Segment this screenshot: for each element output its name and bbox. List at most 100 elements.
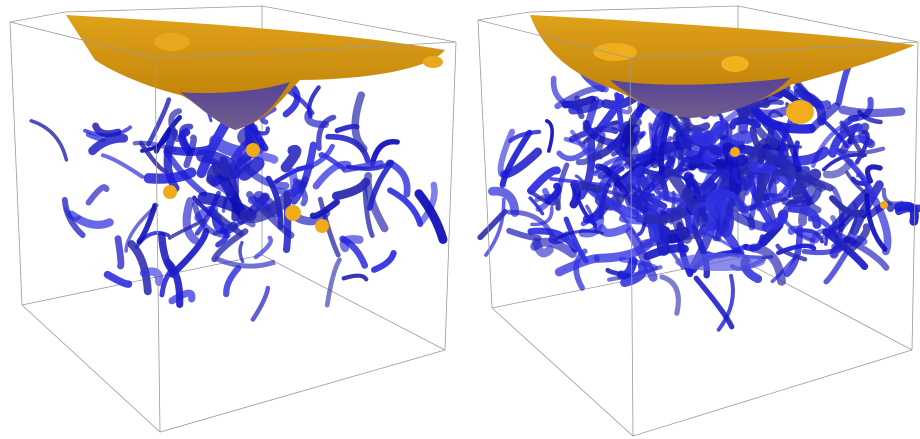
vortex-tube xyxy=(488,186,520,217)
surface-dip xyxy=(610,78,790,118)
vortex-tube xyxy=(139,267,164,287)
vortex-tube xyxy=(292,208,331,226)
cube-edge xyxy=(261,254,446,351)
vortex-tube xyxy=(367,160,395,211)
vortex-tube xyxy=(317,196,341,258)
vortex-tube xyxy=(506,209,556,240)
vortex-tube xyxy=(568,126,619,143)
vortex-tube xyxy=(146,97,172,147)
vortex-tube xyxy=(624,119,670,169)
vortex-tube xyxy=(732,167,745,186)
vortex-tube xyxy=(331,177,371,201)
vortex-tube xyxy=(103,270,133,288)
bubble xyxy=(593,43,637,61)
vortex-tube xyxy=(622,124,641,158)
bubble xyxy=(163,185,177,199)
vortex-tube xyxy=(836,149,877,201)
vortex-tube xyxy=(238,241,245,264)
vortex-tube xyxy=(132,140,177,152)
bubble xyxy=(721,56,749,72)
vortex-tube xyxy=(237,156,265,181)
vortex-structures xyxy=(29,37,920,332)
vortex-tube xyxy=(775,243,808,262)
vortex-tube xyxy=(312,160,352,190)
surface-dip xyxy=(180,82,290,130)
vortex-tube xyxy=(673,150,702,165)
vortex-tube xyxy=(594,163,630,198)
vortex-tube xyxy=(168,289,196,305)
vortex-tube xyxy=(92,122,122,138)
vortex-tube xyxy=(702,130,754,165)
vortex-tube xyxy=(846,223,871,254)
vortex-tube xyxy=(597,224,630,237)
vortex-tube xyxy=(194,205,219,223)
vortex-tube xyxy=(295,143,335,172)
vortex-tube xyxy=(282,84,301,118)
vortex-tube xyxy=(530,206,554,227)
vortex-tube xyxy=(341,273,369,282)
vortex-tube xyxy=(881,187,904,206)
vortex-tube xyxy=(765,188,791,202)
left-surface xyxy=(66,15,445,130)
bubble xyxy=(730,147,740,157)
vortex-tube xyxy=(61,196,86,239)
vortex-tube xyxy=(213,255,276,269)
vortex-tube xyxy=(572,188,597,227)
vortex-tube xyxy=(196,149,241,179)
vortex-tube xyxy=(127,240,152,296)
vortex-tube xyxy=(834,231,890,271)
vortex-tube xyxy=(716,273,735,332)
vortex-tube xyxy=(544,119,554,153)
vortex-tube xyxy=(339,235,364,253)
bubble xyxy=(285,205,301,221)
vortex-tube xyxy=(484,197,506,257)
vortex-tube xyxy=(836,146,886,156)
vortex-tube xyxy=(864,192,888,252)
vortex-tube xyxy=(325,133,371,164)
vortex-tube xyxy=(527,166,561,195)
vortex-tube xyxy=(164,258,184,308)
vortex-tube xyxy=(663,136,675,164)
vortex-tube xyxy=(527,227,579,253)
vortex-tube xyxy=(748,185,759,221)
vortex-tube xyxy=(598,166,625,220)
vortex-tube xyxy=(163,128,180,193)
vortex-tube xyxy=(729,116,761,130)
vortex-tube xyxy=(675,253,765,271)
vortex-tube xyxy=(755,173,770,204)
vortex-tube xyxy=(136,202,158,245)
vortex-tube xyxy=(550,75,580,111)
vortex-tube xyxy=(770,254,798,284)
vortex-tube xyxy=(787,203,822,229)
vortex-tube xyxy=(100,153,145,179)
vortex-tube xyxy=(752,107,816,134)
vortex-tube xyxy=(838,105,906,118)
vortex-tube xyxy=(85,184,110,206)
vortex-tube xyxy=(287,167,299,197)
vortex-tube xyxy=(497,128,516,177)
vortex-tube xyxy=(63,207,82,222)
cube-edge xyxy=(477,19,493,309)
vortex-tube xyxy=(414,189,448,244)
vortex-tube xyxy=(823,247,851,285)
vortex-tube xyxy=(499,129,533,188)
vortex-tube xyxy=(183,134,197,169)
vortex-tube xyxy=(362,184,375,238)
vortex-tube xyxy=(712,198,735,242)
vortex-tube xyxy=(418,181,438,225)
vortex-tube xyxy=(743,234,767,252)
cube-edge xyxy=(491,307,913,437)
vortex-tube xyxy=(750,147,798,182)
right-cube-front xyxy=(477,5,919,437)
vortex-tube xyxy=(554,254,600,277)
vortex-tube xyxy=(532,237,554,258)
vortex-tube xyxy=(835,62,853,107)
vortex-tube xyxy=(659,274,681,316)
vortex-tube xyxy=(690,120,727,147)
vortex-tube xyxy=(857,109,883,125)
vortex-tube xyxy=(67,210,114,229)
vortex-tube xyxy=(787,225,820,244)
bubble xyxy=(786,100,814,124)
